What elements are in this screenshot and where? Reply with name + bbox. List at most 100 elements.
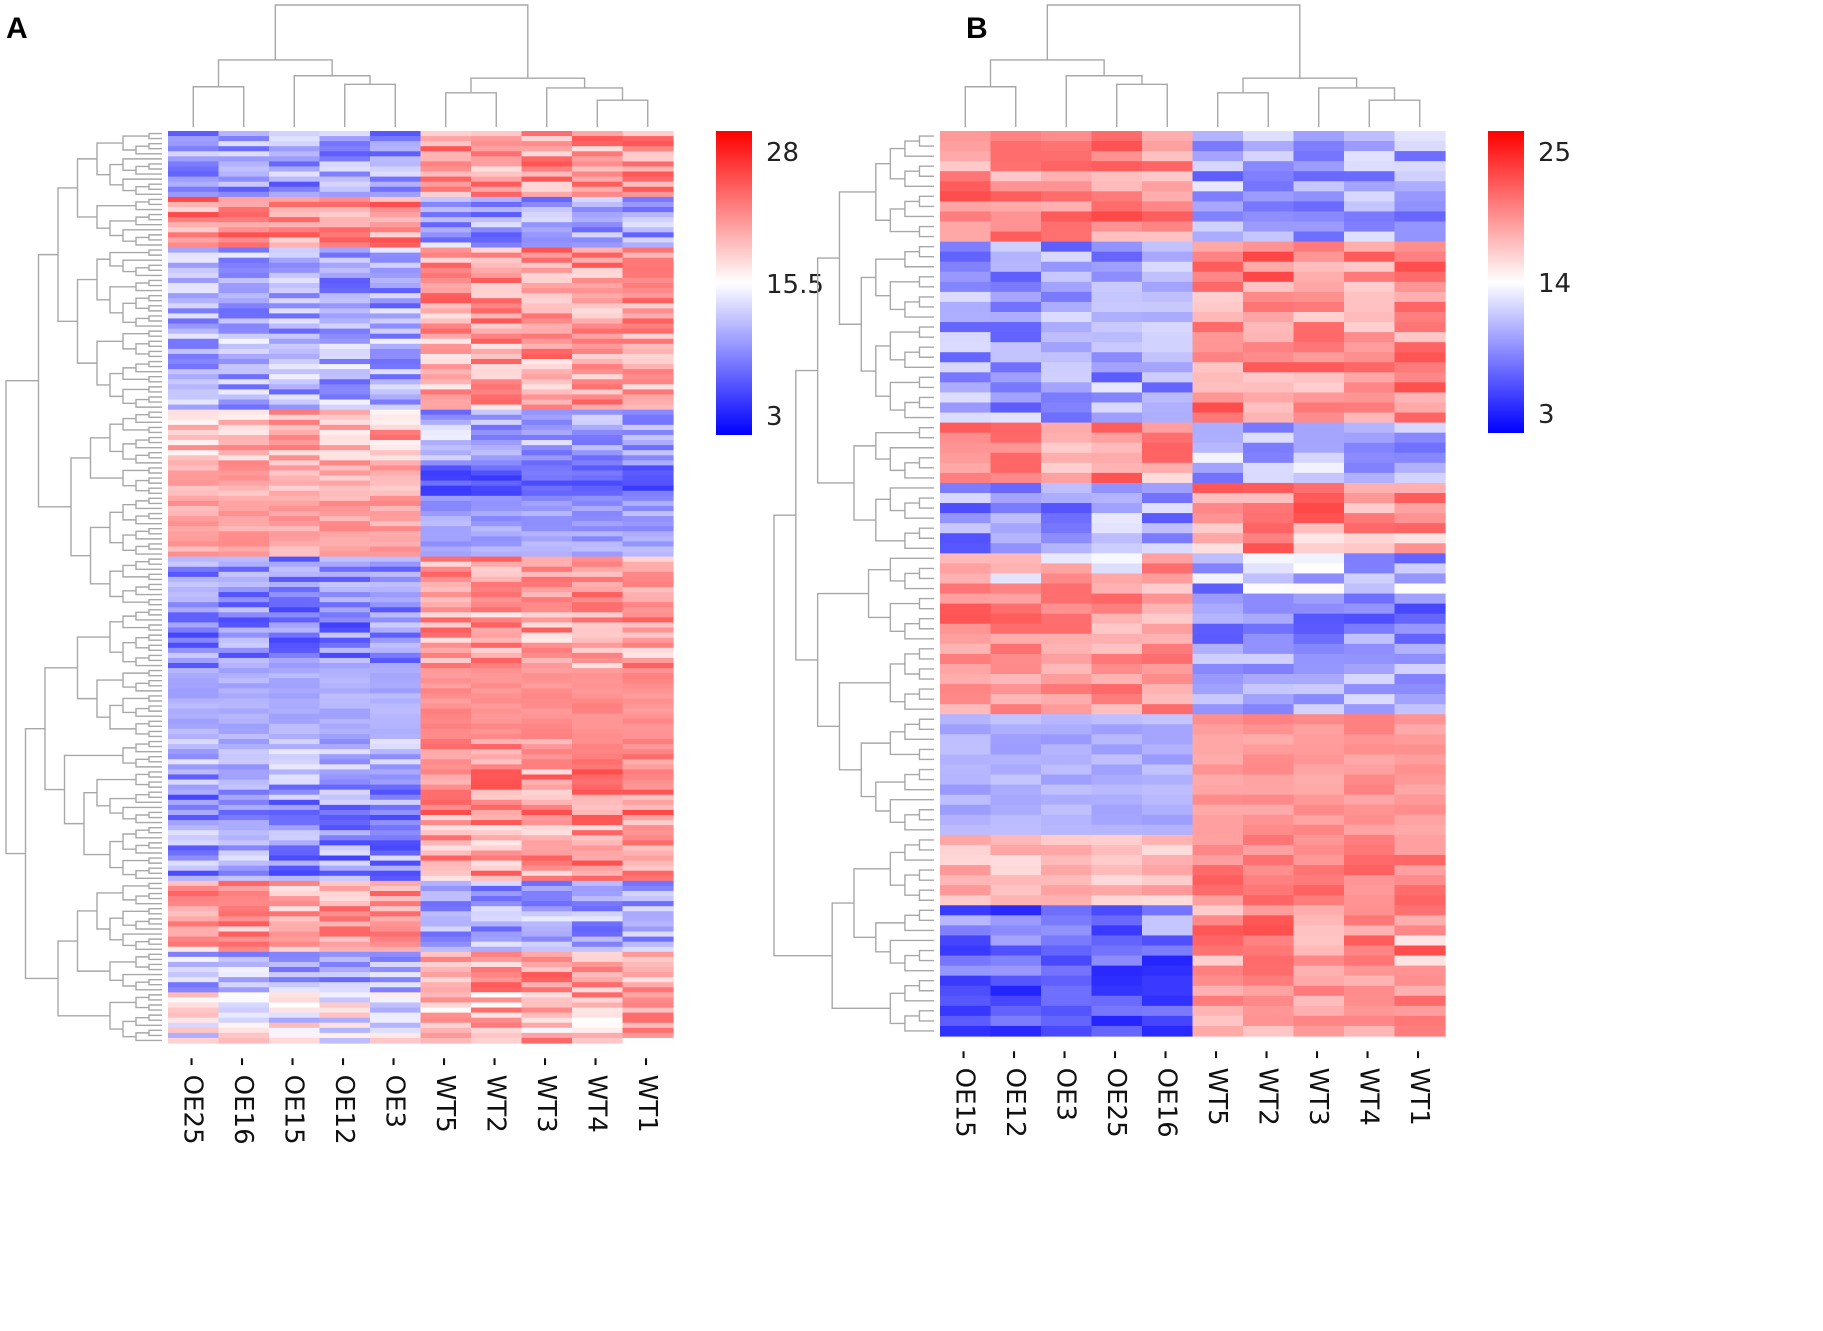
dendrogram-branch [918,426,934,439]
heatmap-cell [218,338,270,345]
heatmap-cell [1142,523,1194,534]
heatmap-cell [940,855,992,866]
heatmap-cell [1344,412,1396,424]
heatmap-cell [572,936,624,943]
heatmap-cell [319,612,371,618]
heatmap-cell [168,627,220,634]
heatmap-cell [990,482,1042,494]
heatmap-cell [1394,533,1446,544]
heatmap-cell [218,161,270,168]
heatmap-cell [471,794,523,801]
heatmap-cell [622,977,674,983]
heatmap-cell [319,288,371,294]
heatmap-cell [521,313,573,320]
heatmap-cell [622,728,674,735]
heatmap-cell [622,911,674,917]
heatmap-cell [471,343,523,350]
heatmap-cell [940,141,992,152]
heatmap-cell [168,313,220,320]
heatmap-cell [269,191,321,198]
heatmap-cell [218,343,270,350]
heatmap-cell [471,404,523,411]
heatmap-cell [319,733,371,740]
heatmap-cell [1192,301,1244,313]
heatmap-cell [572,652,624,659]
heatmap-cell [1091,694,1143,705]
heatmap-cell [622,759,674,765]
heatmap-cell [168,186,220,193]
heatmap-cell [420,252,472,259]
heatmap-cell [269,308,321,314]
dendrogram-branch [148,598,162,606]
heatmap-cell [269,232,321,238]
heatmap-cell [521,820,573,826]
heatmap-cell [218,688,270,694]
heatmap-cell [990,653,1042,665]
heatmap-cell [168,267,220,274]
heatmap-cell [319,283,371,289]
heatmap-cell [521,865,573,872]
heatmap-cell [168,982,220,988]
heatmap-cell [990,131,1042,142]
heatmap-cell [370,576,422,583]
heatmap-cell [572,293,624,299]
dendrogram-branch [867,568,891,619]
heatmap-cell [269,500,321,507]
heatmap-cell [319,906,371,912]
heatmap-cell [1293,412,1345,424]
heatmap-cell [269,840,321,846]
heatmap-cell [1192,462,1244,474]
heatmap-cell [1293,432,1345,444]
heatmap-cell [269,186,321,193]
heatmap-cell [370,875,422,882]
dendrogram-branch [57,940,110,1017]
heatmap-cell [1142,633,1194,645]
heatmap-cell [168,196,220,203]
heatmap-cell [1293,161,1345,172]
heatmap-cell [1243,543,1295,554]
heatmap-cell [521,424,573,431]
heatmap-cell [370,288,422,294]
heatmap-cell [1091,382,1143,394]
heatmap-cell [1293,171,1345,182]
heatmap-cell [521,141,573,147]
heatmap-cell [471,728,523,735]
heatmap-cell [521,151,573,157]
heatmap-cell [1142,422,1194,434]
heatmap-cell [471,804,523,811]
heatmap-cell [1344,171,1396,182]
heatmap-cell [319,668,371,674]
dendrogram-branch [96,205,136,229]
heatmap-cell [420,931,472,938]
heatmap-cell [622,718,674,725]
heatmap-cell [370,587,422,593]
heatmap-cell [370,440,422,446]
heatmap-cell [521,176,573,183]
heatmap-cell [269,733,321,740]
heatmap-cell [990,684,1042,695]
heatmap-cell [370,521,422,527]
heatmap-cell [1243,191,1295,202]
heatmap-cell [168,166,220,173]
heatmap-cell [1041,161,1093,172]
dendrogram-branch [148,695,162,702]
heatmap-cell [1293,563,1345,575]
heatmap-cell [622,880,674,887]
heatmap-cell [218,379,270,385]
heatmap-cell [370,850,422,857]
heatmap-cell [622,723,674,730]
heatmap-cell [168,840,220,846]
dendrogram-branch [1242,77,1358,93]
heatmap-cell [319,389,371,396]
heatmap-cell [572,333,624,340]
heatmap-cell [1091,513,1143,524]
heatmap-cell [471,338,523,345]
heatmap-cell [218,288,270,294]
heatmap-cell [1192,201,1244,213]
heatmap-cell [572,739,624,745]
heatmap-cell [572,556,624,563]
heatmap-cell [1344,754,1396,766]
dendrogram-branch [344,83,396,127]
heatmap-cell [521,191,573,198]
heatmap-cell [940,905,992,916]
